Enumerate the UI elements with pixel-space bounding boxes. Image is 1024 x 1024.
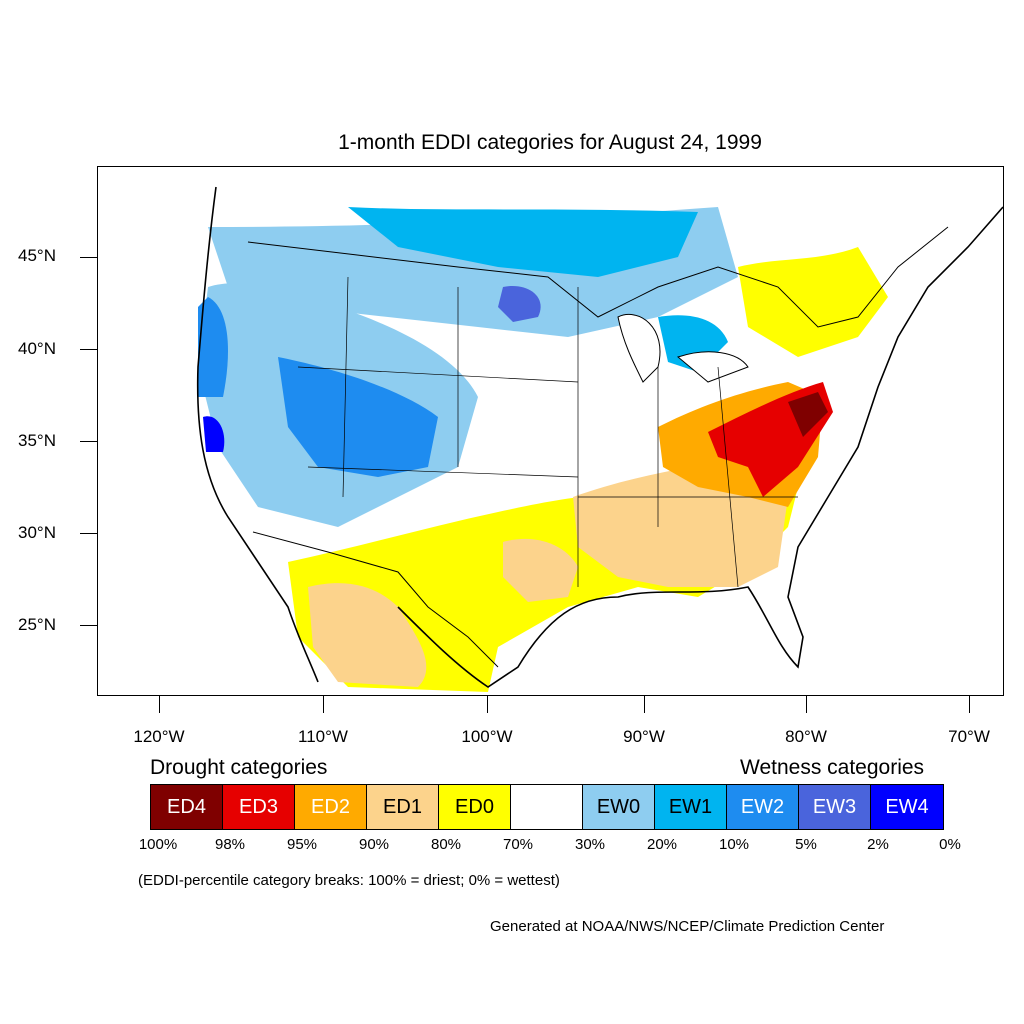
percent-break: 20% [646,836,678,853]
lon-label-80: 80°W [785,727,827,746]
percent-break: 95% [286,836,318,853]
credit-line: Generated at NOAA/NWS/NCEP/Climate Predi… [490,918,885,935]
lat-label-40: 40°N [18,339,56,358]
legend-cell-ed4: ED4 [151,785,223,829]
legend-cell-ew4: EW4 [871,785,943,829]
lat-tick [80,441,97,442]
coastline-gulf-east [397,206,1003,688]
eddi-map [196,186,1003,692]
legend-cell-neutral [511,785,583,829]
map-panel [97,166,1004,696]
percent-break: 70% [502,836,534,853]
coastline-west [196,186,319,683]
lon-tick [487,696,488,713]
border-mexico [252,531,499,668]
lat-tick [80,625,97,626]
map-title: 1-month EDDI categories for August 24, 1… [338,131,762,154]
percent-break: 2% [867,836,889,853]
percent-break: 30% [574,836,606,853]
drought-heading: Drought categories [150,756,328,779]
lat-label-25: 25°N [18,615,56,634]
percent-break: 5% [795,836,817,853]
percent-break: 0% [939,836,961,853]
lat-tick [80,349,97,350]
lon-tick [323,696,324,713]
legend-cell-ew3: EW3 [799,785,871,829]
ew2-region-northwest [198,297,228,397]
legend-cell-ew1: EW1 [655,785,727,829]
ed1-region-mexico [308,583,427,687]
ew1-region-north [348,207,698,277]
legend-colorbar: ED4 ED3 ED2 ED1 ED0 EW0 EW1 EW2 EW3 EW4 [150,784,944,830]
legend-cell-ew2: EW2 [727,785,799,829]
ew3-region-minnesota [498,286,541,322]
ew2-region-west [278,357,438,477]
ew4-region-california [203,416,225,452]
lon-tick [806,696,807,713]
lon-tick [644,696,645,713]
lon-label-90: 90°W [623,727,665,746]
lon-label-120: 120°W [133,727,185,746]
percent-break: 98% [214,836,246,853]
legend-cell-ed3: ED3 [223,785,295,829]
legend-cell-ed2: ED2 [295,785,367,829]
percent-break: 90% [358,836,390,853]
lon-tick [969,696,970,713]
lat-tick [80,533,97,534]
lat-label-30: 30°N [18,523,56,542]
ed4-region-east [788,392,828,437]
border-canada [247,226,949,328]
ed1-region-texas [503,538,578,602]
lon-label-70: 70°W [948,727,990,746]
lat-tick [80,257,97,258]
ed0-region-northeast [738,247,888,357]
lon-label-100: 100°W [461,727,513,746]
percent-break: 100% [138,836,178,853]
lon-tick [159,696,160,713]
percent-break: 80% [430,836,462,853]
lat-label-45: 45°N [18,246,56,265]
legend-cell-ed0: ED0 [439,785,511,829]
wetness-heading: Wetness categories [740,756,925,779]
legend-cell-ed1: ED1 [367,785,439,829]
lon-label-110: 110°W [298,727,348,746]
legend-cell-ew0: EW0 [583,785,655,829]
percent-break: 10% [718,836,750,853]
legend-note: (EDDI-percentile category breaks: 100% =… [138,872,560,889]
lat-label-35: 35°N [18,431,56,450]
state-lines [297,276,798,588]
